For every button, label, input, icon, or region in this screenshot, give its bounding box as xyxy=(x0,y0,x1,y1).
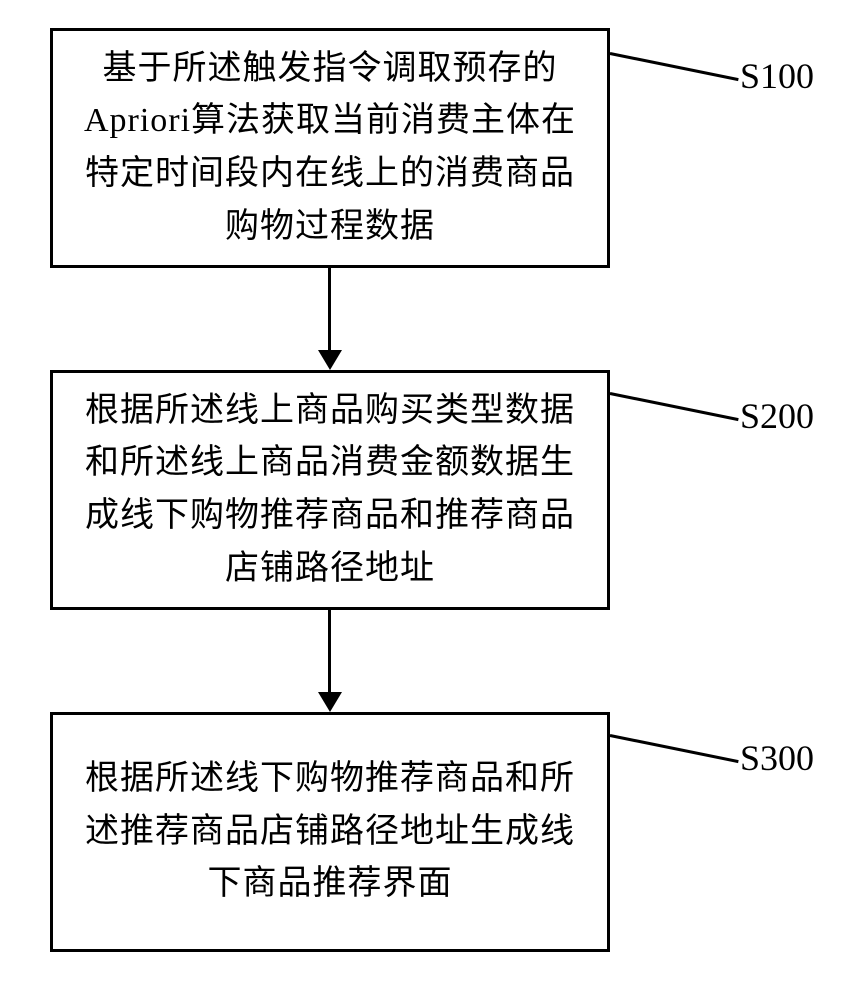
step-label-s200: S200 xyxy=(740,395,814,437)
step-label-s100: S100 xyxy=(740,55,814,97)
step-label-s300: S300 xyxy=(740,737,814,779)
leader-line-s200 xyxy=(610,392,739,421)
edge-s100-s200 xyxy=(328,268,331,350)
edge-s200-s300 xyxy=(328,610,331,692)
node-text: 根据所述线下购物推荐商品和所述推荐商品店铺路径地址生成线下商品推荐界面 xyxy=(77,753,583,911)
flowchart-node-s200: 根据所述线上商品购买类型数据和所述线上商品消费金额数据生成线下购物推荐商品和推荐… xyxy=(50,370,610,610)
arrowhead-s200-s300 xyxy=(318,692,342,712)
leader-line-s300 xyxy=(610,734,739,763)
node-text: 基于所述触发指令调取预存的Apriori算法获取当前消费主体在特定时间段内在线上… xyxy=(77,43,583,254)
flowchart-node-s300: 根据所述线下购物推荐商品和所述推荐商品店铺路径地址生成线下商品推荐界面 xyxy=(50,712,610,952)
leader-line-s100 xyxy=(610,52,739,81)
flowchart-canvas: 基于所述触发指令调取预存的Apriori算法获取当前消费主体在特定时间段内在线上… xyxy=(0,0,862,1000)
arrowhead-s100-s200 xyxy=(318,350,342,370)
node-text: 根据所述线上商品购买类型数据和所述线上商品消费金额数据生成线下购物推荐商品和推荐… xyxy=(77,385,583,596)
flowchart-node-s100: 基于所述触发指令调取预存的Apriori算法获取当前消费主体在特定时间段内在线上… xyxy=(50,28,610,268)
